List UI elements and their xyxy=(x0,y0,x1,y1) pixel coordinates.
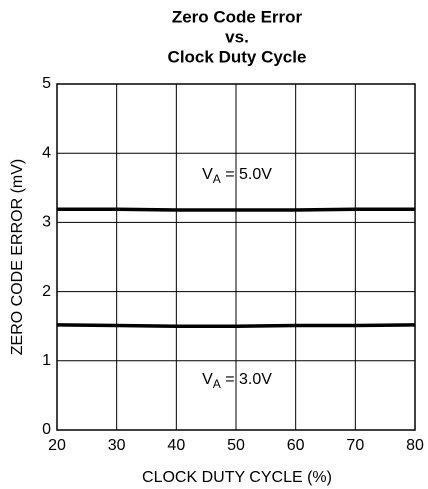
annotation-part: = 3.0V xyxy=(221,371,272,388)
x-tick-label: 20 xyxy=(48,437,66,454)
x-tick-label: 70 xyxy=(346,437,364,454)
annotation: VA = 5.0V xyxy=(202,166,272,186)
y-tick-label: 3 xyxy=(42,214,51,231)
annotation-part: V xyxy=(202,371,213,388)
y-tick-label: 1 xyxy=(42,352,51,369)
data-line xyxy=(56,323,416,328)
annotation-part: = 5.0V xyxy=(221,166,272,183)
chart-title: Clock Duty Cycle xyxy=(168,47,307,66)
y-axis-label: ZERO CODE ERROR (mV) xyxy=(9,159,26,355)
annotation-subscript: A xyxy=(213,172,221,186)
y-tick-label: 0 xyxy=(42,421,51,438)
chart-title: Zero Code Error xyxy=(172,7,303,26)
annotation-subscript: A xyxy=(213,377,221,391)
y-tick-label: 5 xyxy=(42,75,51,92)
data-line xyxy=(57,207,415,212)
annotation: VA = 3.0V xyxy=(202,371,272,391)
x-tick-label: 80 xyxy=(406,437,424,454)
y-tick-label: 2 xyxy=(42,283,51,300)
x-tick-label: 40 xyxy=(167,437,185,454)
x-tick-label: 50 xyxy=(227,437,245,454)
plot-frame xyxy=(56,83,416,431)
chart-title: vs. xyxy=(225,27,249,46)
y-tick-label: 4 xyxy=(42,144,51,161)
x-axis-label: CLOCK DUTY CYCLE (%) xyxy=(142,469,332,486)
x-tick-label: 60 xyxy=(287,437,305,454)
annotation-part: V xyxy=(202,166,213,183)
x-tick-label: 30 xyxy=(108,437,126,454)
